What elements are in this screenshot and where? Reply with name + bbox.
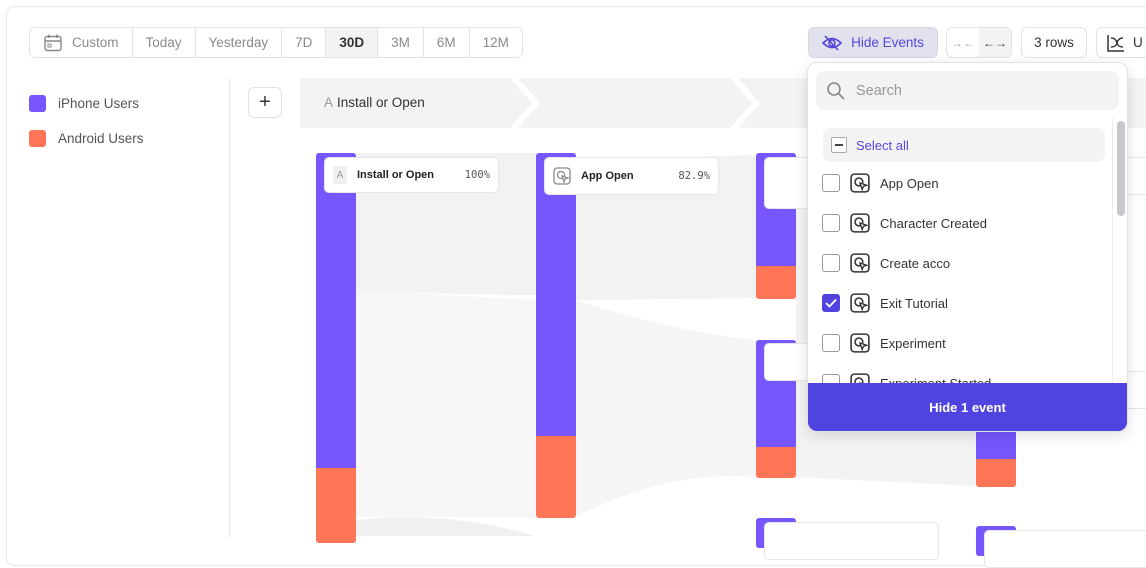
event-option[interactable]: Create acco bbox=[822, 251, 950, 275]
search-input[interactable]: Search bbox=[816, 71, 1119, 110]
node-label: App Open bbox=[581, 170, 634, 182]
date-range-selector: Custom Today Yesterday 7D 30D 3M 6M 12M bbox=[29, 27, 523, 58]
scrollbar-thumb[interactable] bbox=[1117, 121, 1125, 216]
calendar-icon bbox=[44, 34, 62, 51]
legend-label: iPhone Users bbox=[58, 96, 140, 111]
checkbox[interactable] bbox=[822, 174, 840, 192]
event-option-label: Create acco bbox=[880, 255, 951, 271]
date-30d[interactable]: 30D bbox=[326, 28, 379, 57]
collapse-icon[interactable]: →← bbox=[951, 35, 975, 50]
step-letter: A bbox=[333, 166, 347, 184]
date-12m[interactable]: 12M bbox=[482, 35, 509, 50]
event-option[interactable]: Exit Tutorial bbox=[822, 291, 948, 315]
chart-type-label: U bbox=[1133, 35, 1143, 50]
checkbox[interactable] bbox=[822, 214, 840, 232]
divider bbox=[229, 78, 230, 538]
layout-toggle: →← ←→ bbox=[946, 27, 1012, 58]
event-icon bbox=[850, 293, 870, 313]
date-7d[interactable]: 7D bbox=[282, 28, 327, 57]
hide-events-apply-button[interactable]: Hide 1 event bbox=[808, 383, 1127, 431]
event-option-label: Character Created bbox=[880, 215, 987, 231]
hide-events-dropdown: Search Select all App Open Character Crea… bbox=[807, 62, 1128, 432]
node-card-install[interactable]: A Install or Open 100% bbox=[324, 157, 499, 193]
hide-events-button[interactable]: Hide Events bbox=[808, 27, 938, 58]
node-bar-install[interactable] bbox=[316, 153, 356, 543]
event-option[interactable]: Character Created bbox=[822, 211, 987, 235]
node-percent: 82.9% bbox=[678, 170, 710, 182]
event-icon bbox=[850, 333, 870, 353]
event-option-label: Exit Tutorial bbox=[880, 295, 948, 311]
event-icon bbox=[850, 213, 870, 233]
legend-swatch bbox=[29, 130, 46, 147]
event-option-label: App Open bbox=[880, 175, 939, 191]
step-label: Install or Open bbox=[337, 95, 425, 110]
search-placeholder: Search bbox=[856, 82, 902, 99]
legend-swatch bbox=[29, 95, 46, 112]
node-card-app-open[interactable]: App Open 82.9% bbox=[544, 157, 719, 195]
step-letter: A bbox=[324, 95, 334, 110]
event-option[interactable]: App Open bbox=[822, 171, 939, 195]
event-option[interactable]: Experiment bbox=[822, 331, 946, 355]
select-all-label: Select all bbox=[856, 137, 909, 153]
checkbox[interactable] bbox=[822, 254, 840, 272]
node-label: Install or Open bbox=[357, 169, 435, 181]
eye-off-icon bbox=[822, 34, 843, 51]
event-icon bbox=[850, 253, 870, 273]
legend-label: Android Users bbox=[58, 131, 144, 146]
checkbox[interactable] bbox=[822, 334, 840, 352]
date-3m[interactable]: 3M bbox=[378, 28, 424, 57]
step-header-a[interactable]: A Install or Open bbox=[324, 95, 425, 110]
step-header-shape bbox=[518, 78, 752, 128]
date-6m[interactable]: 6M bbox=[424, 28, 470, 57]
event-icon bbox=[850, 173, 870, 193]
check-icon bbox=[825, 298, 837, 308]
select-all-checkbox[interactable]: Select all bbox=[823, 128, 1105, 162]
checkbox[interactable] bbox=[822, 294, 840, 312]
node-percent: 100% bbox=[464, 169, 490, 181]
scrollbar[interactable] bbox=[1112, 118, 1127, 384]
chart-type-button[interactable]: U bbox=[1096, 27, 1146, 58]
flow-link bbox=[356, 290, 536, 517]
rows-button[interactable]: 3 rows bbox=[1021, 27, 1087, 58]
date-custom-label: Custom bbox=[72, 35, 119, 50]
date-yesterday[interactable]: Yesterday bbox=[196, 28, 283, 57]
flow-link bbox=[356, 517, 536, 536]
node-bar-app-open[interactable] bbox=[536, 153, 576, 518]
date-today[interactable]: Today bbox=[133, 28, 196, 57]
indeterminate-icon bbox=[831, 137, 847, 153]
flow-chart-icon bbox=[1107, 34, 1124, 52]
event-option-label: Experiment bbox=[880, 335, 946, 351]
event-icon bbox=[553, 167, 571, 185]
date-custom[interactable]: Custom bbox=[30, 28, 133, 57]
search-icon bbox=[827, 81, 845, 100]
hide-events-label: Hide Events bbox=[851, 35, 924, 50]
add-step-button[interactable]: + bbox=[248, 87, 282, 118]
flow-link bbox=[576, 300, 756, 517]
expand-icon[interactable]: ←→ bbox=[979, 28, 1011, 57]
step-header-shape bbox=[300, 78, 532, 128]
node-card[interactable] bbox=[764, 522, 939, 560]
